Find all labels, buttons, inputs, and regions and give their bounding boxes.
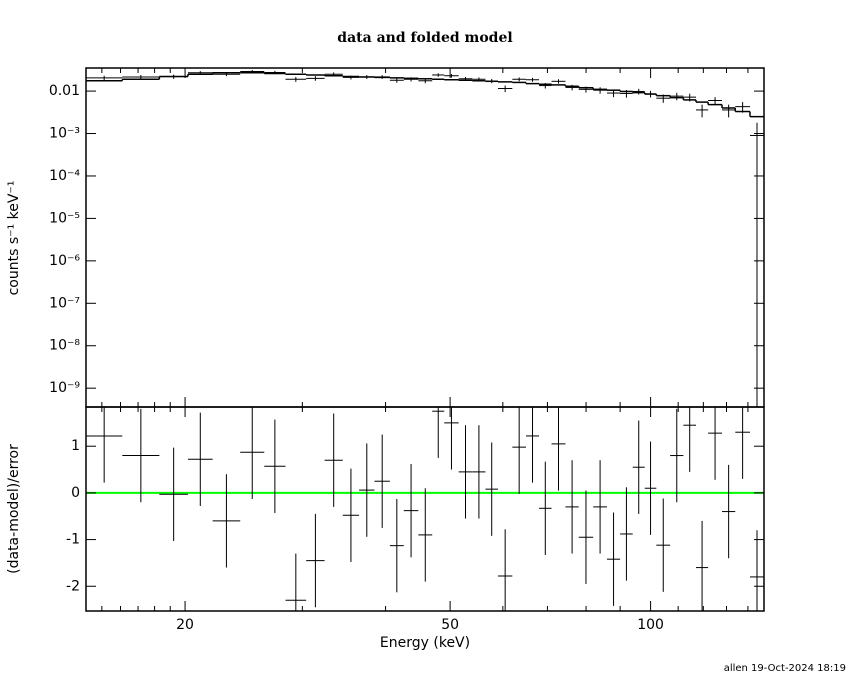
x-tick-label: 50 — [441, 617, 459, 633]
plot-area — [86, 69, 764, 407]
panel-frame — [85, 406, 765, 612]
x-tick-label: 100 — [637, 617, 664, 633]
y-tick-label: -1 — [66, 532, 80, 548]
y-tick-label: 10⁻⁹ — [49, 380, 80, 396]
y-tick-label: 10⁻³ — [49, 126, 80, 142]
y-tick-label: 10⁻⁷ — [49, 295, 80, 311]
y-tick-label: 10⁻⁸ — [49, 338, 80, 354]
footer: allen 19-Oct-2024 18:19 — [724, 663, 846, 674]
y-tick-label: 10⁻⁶ — [49, 253, 80, 269]
y-tick-label: -2 — [66, 578, 80, 594]
x-tick-label: 20 — [176, 617, 194, 633]
chart-title: data and folded model — [337, 30, 512, 46]
y-tick-label: 1 — [71, 438, 80, 454]
y-tick-label: 0.01 — [49, 83, 80, 99]
y-axis-label: (data-model)/error — [6, 444, 22, 574]
y-tick-label: 10⁻⁵ — [49, 210, 80, 226]
y-tick-label: 10⁻⁴ — [49, 168, 80, 184]
x-axis-label: Energy (keV) — [380, 635, 470, 651]
plot-area — [86, 407, 764, 611]
y-tick-label: 0 — [71, 485, 80, 501]
y-axis-label: counts s⁻¹ keV⁻¹ — [6, 181, 22, 296]
panel-frame — [85, 67, 765, 408]
